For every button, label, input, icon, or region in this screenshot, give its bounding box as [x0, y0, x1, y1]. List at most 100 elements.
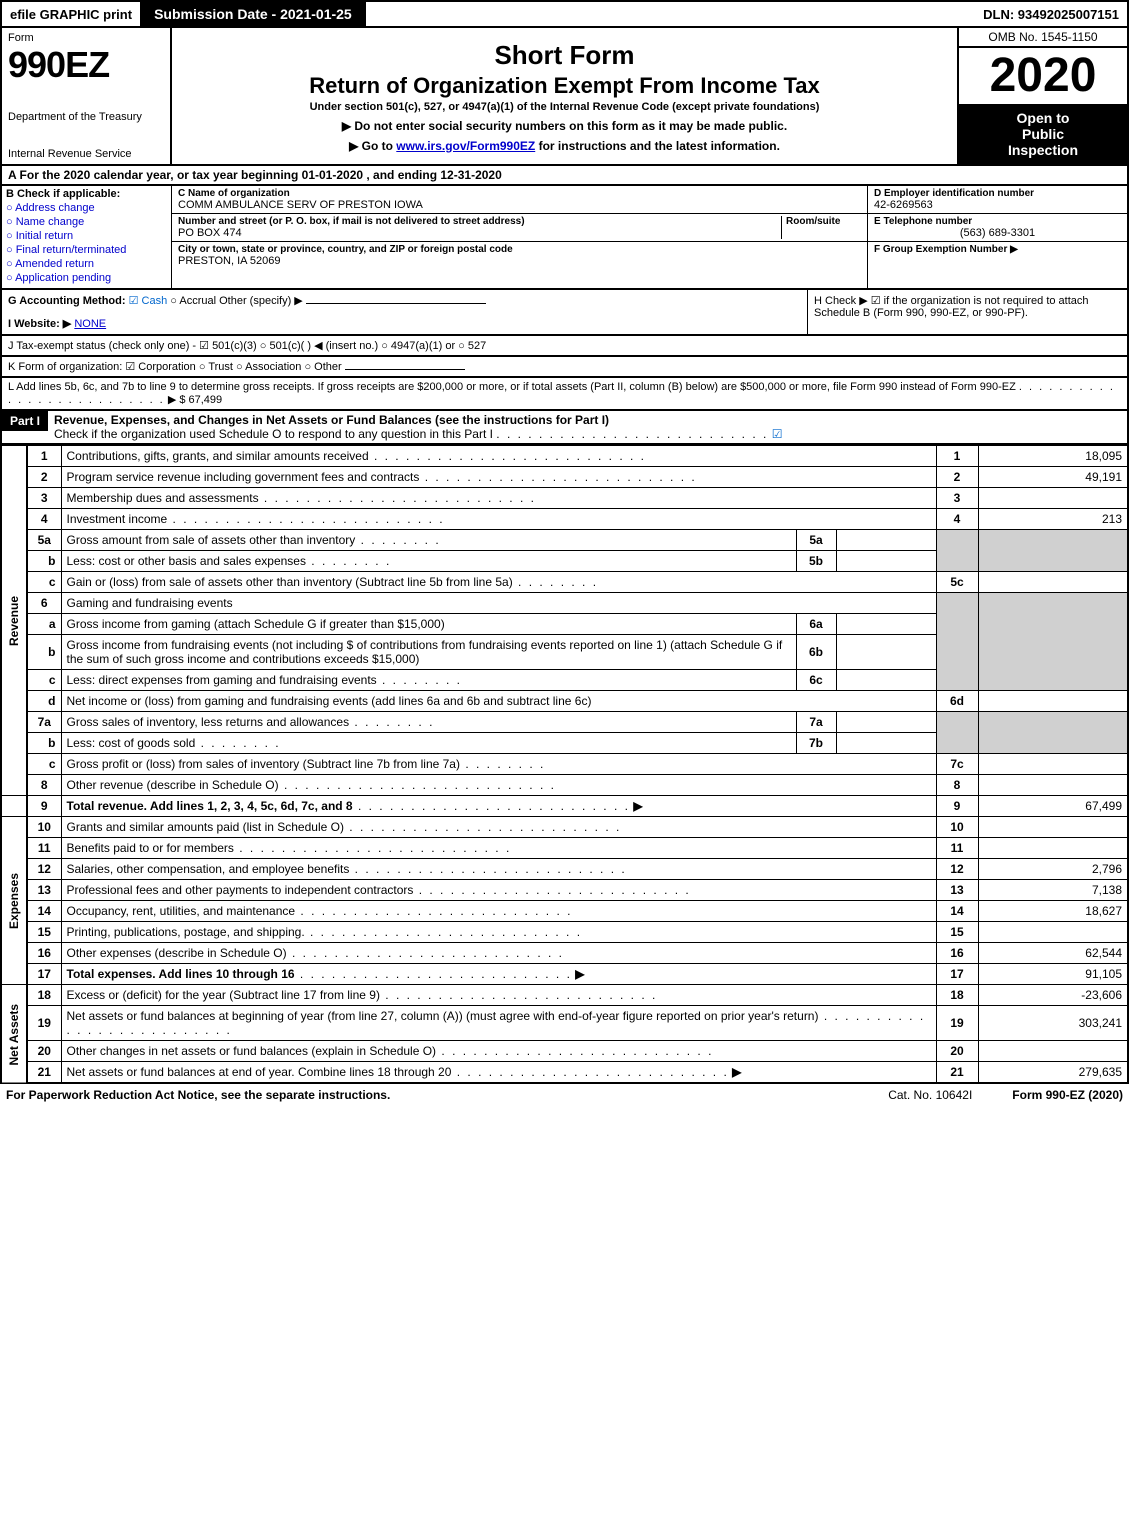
irs-link[interactable]: www.irs.gov/Form990EZ — [396, 139, 535, 153]
short-form-title: Short Form — [180, 40, 949, 71]
line-desc: Salaries, other compensation, and employ… — [61, 859, 936, 880]
mini-val — [836, 670, 936, 691]
tax-year-big: 2020 — [959, 48, 1127, 104]
table-row: 20 Other changes in net assets or fund b… — [1, 1041, 1128, 1062]
org-name-row: C Name of organization COMM AMBULANCE SE… — [172, 186, 867, 214]
group-exemption-row: F Group Exemption Number ▶ — [868, 242, 1127, 288]
line-desc: Net income or (loss) from gaming and fun… — [61, 691, 936, 712]
omb-number: OMB No. 1545-1150 — [959, 28, 1127, 48]
chk-name-change[interactable]: Name change — [6, 216, 167, 228]
ein-value: 42-6269563 — [874, 199, 1121, 211]
website-value[interactable]: NONE — [74, 318, 106, 330]
line-num: 8 — [27, 775, 61, 796]
line-desc: Program service revenue including govern… — [61, 467, 936, 488]
city-label: City or town, state or province, country… — [178, 244, 861, 255]
line-ref: 1 — [936, 446, 978, 467]
line-ref: 18 — [936, 985, 978, 1006]
section-k: K Form of organization: ☑ Corporation ○ … — [0, 357, 1129, 378]
mini-val — [836, 530, 936, 551]
city-row: City or town, state or province, country… — [172, 242, 867, 269]
table-row: 21 Net assets or fund balances at end of… — [1, 1062, 1128, 1084]
line-desc: Less: cost of goods sold — [61, 733, 796, 754]
g-other[interactable]: Other (specify) ▶ — [219, 295, 303, 307]
mini-ref: 6c — [796, 670, 836, 691]
line-val — [978, 817, 1128, 838]
line-desc: Total revenue. Add lines 1, 2, 3, 4, 5c,… — [61, 796, 936, 817]
line-ref: 10 — [936, 817, 978, 838]
section-gh: G Accounting Method: ☑ Cash ○ Accrual Ot… — [0, 290, 1129, 336]
line-num: c — [27, 754, 61, 775]
line-num: 15 — [27, 922, 61, 943]
entity-block: B Check if applicable: Address change Na… — [0, 186, 1129, 290]
inspection: Inspection — [961, 142, 1125, 158]
page-footer: For Paperwork Reduction Act Notice, see … — [0, 1084, 1129, 1106]
header-mid: Short Form Return of Organization Exempt… — [172, 28, 957, 164]
line-num: 20 — [27, 1041, 61, 1062]
table-row: 8 Other revenue (describe in Schedule O)… — [1, 775, 1128, 796]
address-row: Number and street (or P. O. box, if mail… — [172, 214, 867, 242]
table-row: d Net income or (loss) from gaming and f… — [1, 691, 1128, 712]
section-h: H Check ▶ ☑ if the organization is not r… — [807, 290, 1127, 334]
l-text: L Add lines 5b, 6c, and 7b to line 9 to … — [8, 381, 1016, 393]
shade-cell — [978, 593, 1128, 691]
chk-amended-return[interactable]: Amended return — [6, 258, 167, 270]
line-ref: 5c — [936, 572, 978, 593]
line-num: 11 — [27, 838, 61, 859]
mini-ref: 5b — [796, 551, 836, 572]
table-row: Revenue 1 Contributions, gifts, grants, … — [1, 446, 1128, 467]
shade-cell — [978, 712, 1128, 754]
line-num: 4 — [27, 509, 61, 530]
part1-header-row: Part I Revenue, Expenses, and Changes in… — [0, 411, 1129, 445]
line-val: 2,796 — [978, 859, 1128, 880]
line-val: 7,138 — [978, 880, 1128, 901]
h-text: H Check ▶ ☑ if the organization is not r… — [814, 295, 1089, 319]
footer-cat-no: Cat. No. 10642I — [888, 1088, 972, 1102]
part1-title: Revenue, Expenses, and Changes in Net As… — [48, 411, 1127, 443]
chk-address-change[interactable]: Address change — [6, 202, 167, 214]
table-row: 19 Net assets or fund balances at beginn… — [1, 1006, 1128, 1041]
table-row: 11 Benefits paid to or for members 11 — [1, 838, 1128, 859]
chk-application-pending[interactable]: Application pending — [6, 272, 167, 284]
dept-irs: Internal Revenue Service — [8, 148, 164, 160]
line-ref: 3 — [936, 488, 978, 509]
part1-title-text: Revenue, Expenses, and Changes in Net As… — [54, 413, 609, 427]
line-ref: 16 — [936, 943, 978, 964]
mini-ref: 7b — [796, 733, 836, 754]
g-cash[interactable]: ☑ Cash — [129, 295, 168, 307]
chk-final-return[interactable]: Final return/terminated — [6, 244, 167, 256]
line-num: 10 — [27, 817, 61, 838]
table-row: 9 Total revenue. Add lines 1, 2, 3, 4, 5… — [1, 796, 1128, 817]
line-val — [978, 691, 1128, 712]
line-desc: Other expenses (describe in Schedule O) — [61, 943, 936, 964]
line-desc: Gross income from gaming (attach Schedul… — [61, 614, 796, 635]
section-g: G Accounting Method: ☑ Cash ○ Accrual Ot… — [2, 290, 807, 334]
chk-initial-return[interactable]: Initial return — [6, 230, 167, 242]
line-num: 3 — [27, 488, 61, 509]
side-net-assets: Net Assets — [1, 985, 27, 1084]
l-amount-prefix: ▶ $ — [168, 394, 189, 406]
line-num: 6 — [27, 593, 61, 614]
line-val: 18,095 — [978, 446, 1128, 467]
line-val: 213 — [978, 509, 1128, 530]
public: Public — [961, 126, 1125, 142]
section-j: J Tax-exempt status (check only one) - ☑… — [0, 336, 1129, 357]
table-row: c Gain or (loss) from sale of assets oth… — [1, 572, 1128, 593]
part1-dots — [496, 427, 768, 441]
open-to: Open to — [961, 110, 1125, 126]
line-num: 14 — [27, 901, 61, 922]
line-val — [978, 838, 1128, 859]
line-ref: 11 — [936, 838, 978, 859]
dept-treasury: Department of the Treasury — [8, 111, 164, 123]
address-value: PO BOX 474 — [178, 227, 781, 239]
line-ref: 6d — [936, 691, 978, 712]
table-row: 3 Membership dues and assessments 3 — [1, 488, 1128, 509]
mini-ref: 6b — [796, 635, 836, 670]
g-accrual[interactable]: ○ Accrual — [170, 295, 216, 307]
ein-row: D Employer identification number 42-6269… — [868, 186, 1127, 214]
table-row: 5a Gross amount from sale of assets othe… — [1, 530, 1128, 551]
part1-checkbox[interactable]: ☑ — [772, 427, 783, 441]
line-num: c — [27, 572, 61, 593]
phone-value: (563) 689-3301 — [874, 227, 1121, 239]
form-word: Form — [8, 32, 164, 44]
table-row: 15 Printing, publications, postage, and … — [1, 922, 1128, 943]
